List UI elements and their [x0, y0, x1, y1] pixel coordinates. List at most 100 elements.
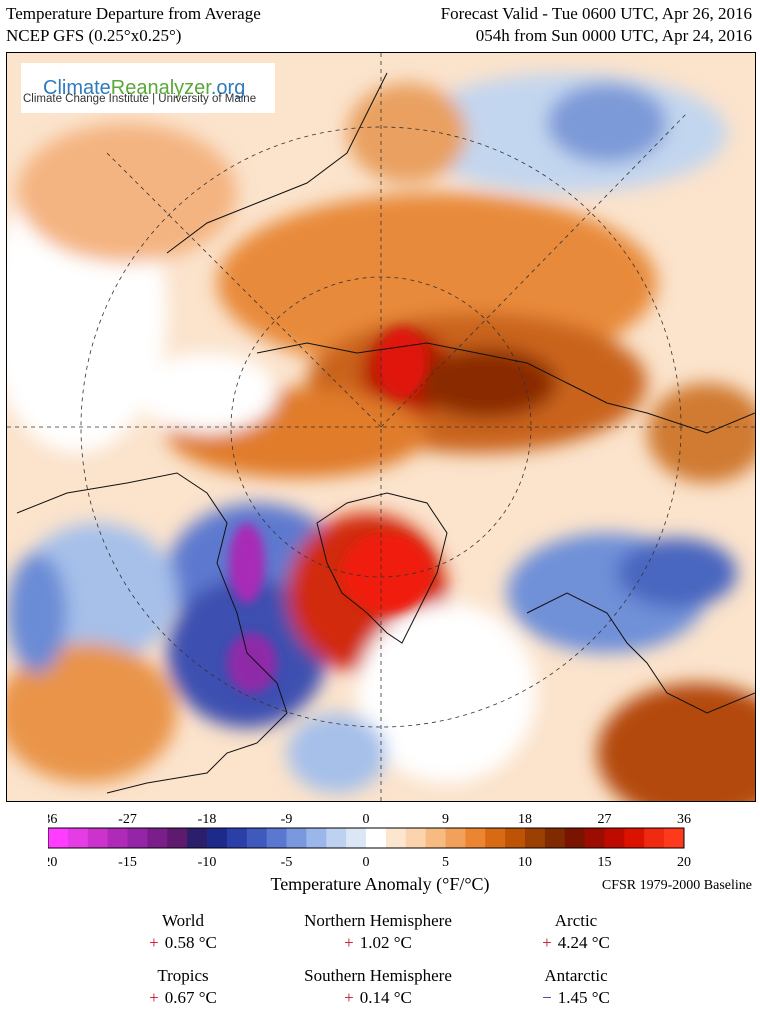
fahrenheit-tick-label: 27 [598, 812, 612, 827]
stat-label: World [161, 911, 205, 930]
baffin-extreme-cold [229, 523, 265, 603]
color-swatch [564, 828, 586, 848]
eastern-us-warm [7, 643, 177, 783]
north-atlantic-cool [287, 713, 387, 793]
logo-part: Climate [43, 77, 111, 99]
color-swatch [445, 828, 466, 848]
celsius-tick-label: 15 [598, 855, 612, 870]
north-africa-hot [597, 683, 755, 801]
latitude-circle [80, 126, 682, 728]
eurasia-arctic-coast [256, 342, 755, 434]
east-asia-warm [17, 123, 237, 263]
fahrenheit-tick-label: -27 [118, 812, 137, 827]
celsius-tick-label: 20 [677, 855, 691, 870]
greenland-coast [316, 492, 448, 644]
color-swatch [465, 828, 486, 848]
celsius-tick-label: -15 [118, 855, 137, 870]
stat-sign: + [149, 988, 159, 1007]
stat-value: 4.24 °C [557, 933, 610, 952]
hudson-extreme-cold [227, 633, 277, 693]
color-swatch [48, 828, 69, 848]
legend-title: Temperature Anomaly (°F/°C) [270, 874, 490, 894]
bering-sea-neutral [137, 353, 277, 433]
color-swatch [207, 828, 228, 848]
stat-label: Antarctic [544, 966, 608, 985]
celsius-tick-label: -10 [198, 855, 217, 870]
color-swatch [127, 828, 148, 848]
coastlines [16, 72, 755, 794]
fahrenheit-tick-label: -9 [281, 812, 293, 827]
stat-sign: + [149, 933, 159, 952]
eastern-europe-warm [347, 83, 467, 183]
color-swatch [385, 828, 407, 848]
asia-pacific-coast [166, 72, 388, 254]
color-swatch [266, 828, 287, 848]
stat-value: 0.58 °C [164, 933, 217, 952]
logo-part: Reanalyzer [110, 77, 211, 99]
color-swatch [405, 828, 427, 848]
color-swatch [505, 828, 526, 848]
stat-sign: + [542, 933, 552, 952]
stat-label: Northern Hemisphere [304, 911, 452, 930]
stat-southern-hemisphere: Southern Hemisphere +0.14 °C [258, 965, 498, 1009]
stat-arctic: Arctic +4.24 °C [456, 910, 696, 954]
color-scale-legend: -36 -27 -18 -9 0 9 18 27 36 -20 -15 -10 -5 0 5 10 15 20 [48, 812, 691, 870]
color-swatch [584, 828, 605, 848]
greenland-extreme-warm [342, 533, 432, 613]
celsius-tick-label: 5 [442, 855, 449, 870]
graticule [7, 53, 755, 801]
central-siberia-hot [417, 348, 557, 418]
color-swatch [346, 828, 367, 848]
celsius-tick-label: 0 [363, 855, 370, 870]
celsius-tick-label: -20 [48, 855, 57, 870]
stat-value: 1.45 °C [557, 988, 610, 1007]
stat-value: 0.14 °C [359, 988, 412, 1007]
color-swatch [226, 828, 248, 848]
stat-antarctic: Antarctic −1.45 °C [456, 965, 696, 1009]
stat-value-line: +0.14 °C [258, 987, 498, 1009]
color-swatch [167, 828, 188, 848]
stat-tropics: Tropics +0.67 °C [63, 965, 303, 1009]
stat-label: Arctic [554, 911, 598, 930]
stat-value-line: +1.02 °C [258, 932, 498, 954]
stat-value-line: +4.24 °C [456, 932, 696, 954]
stat-sign: − [542, 988, 552, 1007]
stat-sign: + [344, 988, 354, 1007]
europe-coast [526, 592, 755, 714]
stat-value: 1.02 °C [359, 933, 412, 952]
color-swatch [187, 828, 208, 848]
celsius-tick-label: 10 [518, 855, 532, 870]
north-america-coast [16, 472, 288, 794]
stat-sign: + [344, 933, 354, 952]
color-swatch [544, 828, 566, 848]
stat-value-line: +0.67 °C [63, 987, 303, 1009]
anomaly-map[interactable]: ClimateReanalyzer.org Climate Change Ins… [6, 52, 756, 802]
color-bar-border [48, 827, 685, 849]
stat-northern-hemisphere: Northern Hemisphere +1.02 °C [258, 910, 498, 954]
anomaly-map-canvas [7, 53, 755, 801]
stat-label: Tropics [157, 966, 209, 985]
logo-part: .org [210, 77, 246, 99]
celsius-tick-label: -5 [281, 855, 293, 870]
forecast-valid-time: Forecast Valid - Tue 0600 UTC, Apr 26, 2… [440, 4, 752, 23]
stat-value-line: −1.45 °C [456, 987, 696, 1009]
color-swatch [624, 828, 645, 848]
logo[interactable]: ClimateReanalyzer.org [21, 63, 275, 113]
europe-cold-core [617, 538, 737, 608]
logo-subtitle: Climate Change Institute | University of… [23, 93, 257, 105]
color-swatch [326, 828, 347, 848]
color-swatch [107, 828, 128, 848]
color-swatch [485, 828, 506, 848]
us-west-cold [7, 553, 67, 673]
baseline-note: CFSR 1979-2000 Baseline [601, 878, 752, 893]
latitude-circle [230, 276, 532, 578]
map-title: Temperature Departure from Average [6, 4, 261, 23]
model-name: NCEP GFS (0.25°x0.25°) [6, 26, 182, 45]
fahrenheit-tick-label: 0 [363, 812, 370, 827]
color-swatch [604, 828, 625, 848]
anomaly-extremes [227, 328, 432, 693]
color-swatch [286, 828, 307, 848]
fahrenheit-tick-label: 9 [442, 812, 449, 827]
fahrenheit-tick-label: -36 [48, 812, 57, 827]
siberia-extreme-warm [377, 328, 427, 398]
